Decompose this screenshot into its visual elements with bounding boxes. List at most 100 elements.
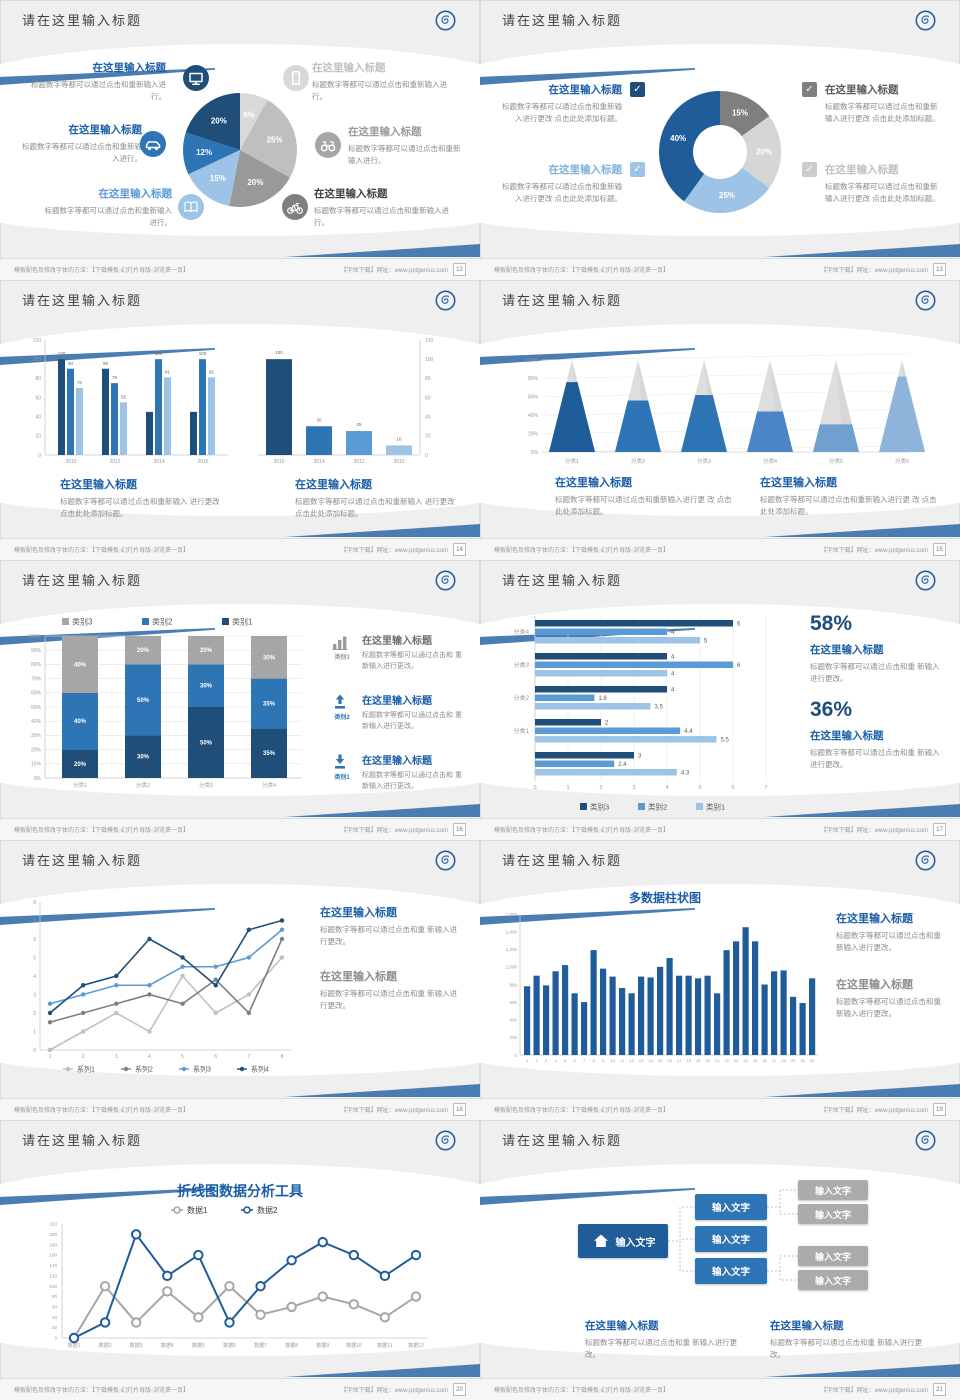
svg-text:20%: 20% — [31, 747, 42, 753]
svg-text:60: 60 — [35, 395, 41, 401]
svg-text:1: 1 — [33, 1029, 36, 1035]
page-number: 17 — [933, 823, 946, 836]
svg-text:100%: 100% — [28, 634, 41, 640]
block-body: 标题数字等都可以通过点击和重 新输入进行更改。 — [320, 989, 458, 1010]
svg-text:800: 800 — [509, 982, 517, 987]
svg-text:系列2: 系列2 — [135, 1065, 153, 1074]
svg-text:3.5: 3.5 — [655, 705, 664, 711]
block-body: 标题数字等都可以通过点击和重新输入进行。 — [314, 206, 449, 227]
svg-text:5.5: 5.5 — [721, 738, 730, 744]
slide-footer: 模板配色及修改字体的方法：【下载模板-幻灯片母版-浏览第一页】 【字体下载】网址：… — [0, 258, 480, 280]
svg-text:22: 22 — [724, 1058, 729, 1063]
slide-page-12[interactable]: 请在这里输入标题 8% 25% 20% 15% 12% 20% 在这里输入标题 标题数字等都可以… — [0, 0, 480, 280]
block-body: 标题数字等都可以通过点击和重新输入进行。 — [44, 206, 173, 227]
org-mid-node[interactable]: 输入文字 — [695, 1226, 767, 1252]
block-title: 在这里输入标题 — [836, 913, 913, 925]
callout-block: 在这里输入标题 标题数字等都可以通过点击和重新输入进行。 — [314, 186, 454, 228]
svg-text:分类3: 分类3 — [199, 781, 213, 789]
svg-text:5: 5 — [181, 1054, 184, 1060]
svg-text:6: 6 — [731, 785, 734, 791]
page-number: 12 — [453, 263, 466, 276]
svg-text:20: 20 — [425, 434, 431, 440]
column-chart: 多数据柱状图 0 200 400 600 800 1,000 1,200 1,400 1,600 1… — [506, 890, 818, 1063]
svg-text:11: 11 — [620, 1058, 625, 1063]
svg-text:16: 16 — [667, 1058, 672, 1063]
svg-text:系列1: 系列1 — [77, 1065, 95, 1074]
page-number: 16 — [453, 823, 466, 836]
svg-text:90: 90 — [103, 361, 109, 366]
svg-text:20%: 20% — [74, 762, 87, 768]
svg-text:5: 5 — [704, 639, 708, 645]
svg-text:30: 30 — [316, 417, 322, 422]
slide-page-17[interactable]: 请在这里输入标题 0 1 2 3 4 5 6 7 6 4 5 分类4 4 6 4 分类3 4 1.8 3.5 分类2 2 4… — [480, 560, 960, 840]
svg-text:数据2: 数据2 — [257, 1205, 278, 1215]
svg-text:70%: 70% — [31, 676, 42, 682]
svg-text:15%: 15% — [210, 174, 226, 183]
svg-text:数据6: 数据6 — [223, 1342, 236, 1349]
checkbox-icon[interactable]: ✓ — [802, 162, 817, 177]
svg-text:23: 23 — [734, 1058, 739, 1063]
org-leaf-node[interactable]: 输入文字 — [798, 1246, 868, 1266]
checkbox-icon[interactable]: ✓ — [802, 82, 817, 97]
svg-text:2014: 2014 — [313, 459, 324, 465]
org-mid-node[interactable]: 输入文字 — [695, 1258, 767, 1284]
block-body: 标题数字等都可以通过点击和 重新输入进行更改。 — [362, 712, 462, 730]
slide-page-21[interactable]: 请在这里输入标题 输入文字 输入文字 输入文字 输入文字 输入文字 输入文字 输入文字 输入文字… — [480, 1120, 960, 1400]
svg-text:81: 81 — [209, 369, 215, 374]
checkbox-icon[interactable]: ✓ — [630, 82, 645, 97]
block-body: 标题数字等都可以通过点击和重 新输入进行更改。 — [836, 997, 941, 1018]
svg-text:120: 120 — [425, 338, 434, 344]
svg-text:20: 20 — [52, 1325, 58, 1330]
svg-text:5: 5 — [564, 1058, 567, 1063]
home-icon — [593, 1234, 608, 1247]
svg-text:35%: 35% — [263, 701, 276, 707]
phone-icon — [292, 71, 300, 85]
svg-text:0: 0 — [514, 1053, 517, 1058]
org-root-label: 输入文字 — [615, 1237, 656, 1249]
slide-page-16[interactable]: 请在这里输入标题 类别3 类别2 类别1 0% 10% 20% 30% 40% 50% 60% 70%… — [0, 560, 480, 840]
block-title: 在这里输入标题 — [312, 62, 386, 74]
svg-text:类别3: 类别3 — [72, 617, 93, 627]
org-connectors — [668, 1189, 798, 1281]
footer-note: 模板配色及修改字体的方法：【下载模板-幻灯片母版-浏览第一页】 — [494, 548, 669, 554]
slide-title: 请在这里输入标题 — [502, 853, 623, 868]
org-leaf-node[interactable]: 输入文字 — [798, 1270, 868, 1290]
org-mid-node[interactable]: 输入文字 — [695, 1194, 767, 1220]
block-title: 在这里输入标题 — [362, 696, 432, 707]
block-title: 在这里输入标题 — [555, 477, 632, 489]
svg-text:2: 2 — [82, 1054, 85, 1060]
callout-icon — [315, 132, 341, 158]
svg-text:25: 25 — [356, 422, 362, 427]
svg-text:80: 80 — [35, 376, 41, 382]
slide-page-15[interactable]: 请在这里输入标题 0% 20% 40% 60% 80% 100% 分类1 分类2 分类3 分类4 分类… — [480, 280, 960, 560]
block-body: 标题数字等都可以通过点击和重新输入进行更改 点击此处添加标题。 — [502, 182, 622, 203]
org-leaf-node[interactable]: 输入文字 — [798, 1204, 868, 1224]
svg-text:30%: 30% — [200, 684, 213, 690]
svg-text:1,400: 1,400 — [506, 929, 518, 934]
svg-text:2: 2 — [599, 785, 602, 791]
org-leaf-node[interactable]: 输入文字 — [798, 1180, 868, 1200]
svg-text:80%: 80% — [528, 376, 539, 382]
footer-note: 模板配色及修改字体的方法：【下载模板-幻灯片母版-浏览第一页】 — [494, 828, 669, 834]
slide-page-18[interactable]: 请在这里输入标题 0 1 2 3 4 5 6 7 8 1 2 3 4 5 6 7 8 系列1 系列2 系列3 系列4 在这里… — [0, 840, 480, 1120]
slide-title: 请在这里输入标题 — [22, 1133, 143, 1148]
slide-footer: 模板配色及修改字体的方法：【下载模板-幻灯片母版-浏览第一页】 【字体下载】网址：… — [480, 1378, 960, 1400]
checkbox-icon[interactable]: ✓ — [630, 162, 645, 177]
org-root-node[interactable]: 输入文字 — [578, 1224, 668, 1258]
footer-note: 模板配色及修改字体的方法：【下载模板-幻灯片母版-浏览第一页】 — [494, 268, 669, 274]
svg-text:类别2: 类别2 — [152, 617, 173, 627]
slide-page-20[interactable]: 请在这里输入标题 折线图数据分析工具 数据1 数据2 0 20 40 60 80 100 120 14… — [0, 1120, 480, 1400]
svg-text:100: 100 — [199, 351, 207, 356]
slide-page-14[interactable]: 请在这里输入标题 0 20 40 60 80 100 120 100 90 70 2010 90 75 55… — [0, 280, 480, 560]
arrow-up-icon — [335, 694, 345, 709]
svg-text:50%: 50% — [31, 705, 42, 711]
block-title: 在这里输入标题 — [98, 188, 173, 200]
svg-text:3: 3 — [33, 992, 36, 998]
svg-text:2: 2 — [605, 721, 609, 727]
svg-text:分类4: 分类4 — [763, 457, 777, 465]
svg-text:折线图数据分析工具: 折线图数据分析工具 — [177, 1183, 303, 1199]
block-title: 在这里输入标题 — [362, 636, 432, 647]
slide-page-19[interactable]: 请在这里输入标题 多数据柱状图 0 200 400 600 800 1,000 1,200 1,4… — [480, 840, 960, 1120]
block-title: 在这里输入标题 — [810, 730, 884, 742]
slide-page-13[interactable]: 请在这里输入标题 15% 20% 25% 40% 在这里输入标题 标题数字等都可以通过点击和… — [480, 0, 960, 280]
